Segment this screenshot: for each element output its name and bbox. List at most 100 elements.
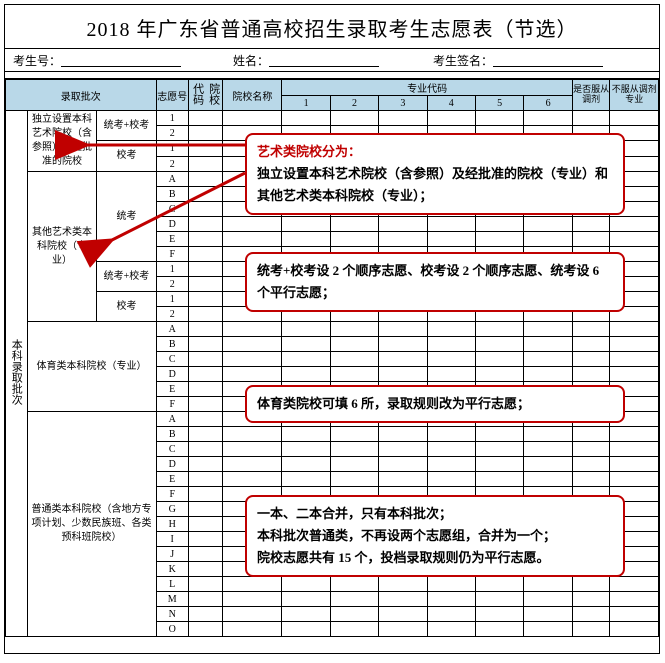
data-cell[interactable]: [188, 547, 222, 562]
data-cell[interactable]: [330, 367, 378, 382]
data-cell[interactable]: [524, 352, 572, 367]
data-cell[interactable]: [330, 217, 378, 232]
data-cell[interactable]: [610, 607, 659, 622]
data-cell[interactable]: [188, 262, 222, 277]
data-cell[interactable]: [524, 232, 572, 247]
data-cell[interactable]: [475, 232, 523, 247]
data-cell[interactable]: [524, 607, 572, 622]
data-cell[interactable]: [524, 337, 572, 352]
data-cell[interactable]: [223, 472, 282, 487]
data-cell[interactable]: [475, 472, 523, 487]
data-cell[interactable]: [572, 217, 610, 232]
data-cell[interactable]: [188, 472, 222, 487]
data-cell[interactable]: [282, 217, 330, 232]
data-cell[interactable]: [330, 427, 378, 442]
data-cell[interactable]: [475, 592, 523, 607]
data-cell[interactable]: [610, 577, 659, 592]
data-cell[interactable]: [610, 457, 659, 472]
sign-field[interactable]: [493, 53, 603, 67]
data-cell[interactable]: [282, 577, 330, 592]
data-cell[interactable]: [610, 111, 659, 126]
data-cell[interactable]: [282, 442, 330, 457]
data-cell[interactable]: [188, 442, 222, 457]
data-cell[interactable]: [427, 232, 475, 247]
data-cell[interactable]: [524, 577, 572, 592]
data-cell[interactable]: [610, 352, 659, 367]
data-cell[interactable]: [427, 622, 475, 637]
data-cell[interactable]: [188, 487, 222, 502]
data-cell[interactable]: [572, 337, 610, 352]
data-cell[interactable]: [475, 457, 523, 472]
data-cell[interactable]: [282, 367, 330, 382]
data-cell[interactable]: [330, 352, 378, 367]
data-cell[interactable]: [330, 622, 378, 637]
data-cell[interactable]: [188, 337, 222, 352]
data-cell[interactable]: [379, 322, 427, 337]
data-cell[interactable]: [427, 322, 475, 337]
data-cell[interactable]: [188, 172, 222, 187]
data-cell[interactable]: [223, 352, 282, 367]
data-cell[interactable]: [427, 577, 475, 592]
data-cell[interactable]: [223, 607, 282, 622]
data-cell[interactable]: [188, 307, 222, 322]
data-cell[interactable]: [427, 427, 475, 442]
data-cell[interactable]: [475, 111, 523, 126]
data-cell[interactable]: [610, 232, 659, 247]
data-cell[interactable]: [330, 111, 378, 126]
data-cell[interactable]: [330, 592, 378, 607]
data-cell[interactable]: [282, 111, 330, 126]
data-cell[interactable]: [188, 187, 222, 202]
data-cell[interactable]: [427, 442, 475, 457]
data-cell[interactable]: [282, 352, 330, 367]
data-cell[interactable]: [282, 592, 330, 607]
data-cell[interactable]: [188, 577, 222, 592]
data-cell[interactable]: [330, 337, 378, 352]
data-cell[interactable]: [427, 337, 475, 352]
data-cell[interactable]: [330, 577, 378, 592]
data-cell[interactable]: [379, 111, 427, 126]
data-cell[interactable]: [223, 592, 282, 607]
data-cell[interactable]: [572, 111, 610, 126]
data-cell[interactable]: [188, 622, 222, 637]
data-cell[interactable]: [330, 472, 378, 487]
data-cell[interactable]: [188, 517, 222, 532]
data-cell[interactable]: [427, 352, 475, 367]
data-cell[interactable]: [188, 292, 222, 307]
data-cell[interactable]: [282, 607, 330, 622]
data-cell[interactable]: [379, 622, 427, 637]
data-cell[interactable]: [379, 457, 427, 472]
data-cell[interactable]: [188, 382, 222, 397]
data-cell[interactable]: [188, 352, 222, 367]
data-cell[interactable]: [188, 126, 222, 141]
data-cell[interactable]: [524, 427, 572, 442]
data-cell[interactable]: [610, 322, 659, 337]
data-cell[interactable]: [475, 427, 523, 442]
data-cell[interactable]: [475, 337, 523, 352]
data-cell[interactable]: [223, 442, 282, 457]
data-cell[interactable]: [572, 232, 610, 247]
data-cell[interactable]: [282, 232, 330, 247]
data-cell[interactable]: [188, 457, 222, 472]
data-cell[interactable]: [188, 397, 222, 412]
data-cell[interactable]: [379, 232, 427, 247]
data-cell[interactable]: [330, 457, 378, 472]
data-cell[interactable]: [223, 427, 282, 442]
data-cell[interactable]: [379, 337, 427, 352]
data-cell[interactable]: [282, 322, 330, 337]
data-cell[interactable]: [188, 607, 222, 622]
data-cell[interactable]: [282, 427, 330, 442]
data-cell[interactable]: [572, 592, 610, 607]
data-cell[interactable]: [379, 217, 427, 232]
data-cell[interactable]: [188, 217, 222, 232]
data-cell[interactable]: [223, 217, 282, 232]
data-cell[interactable]: [188, 427, 222, 442]
data-cell[interactable]: [330, 322, 378, 337]
data-cell[interactable]: [223, 367, 282, 382]
data-cell[interactable]: [610, 367, 659, 382]
data-cell[interactable]: [223, 111, 282, 126]
data-cell[interactable]: [223, 577, 282, 592]
data-cell[interactable]: [188, 232, 222, 247]
data-cell[interactable]: [188, 111, 222, 126]
data-cell[interactable]: [610, 442, 659, 457]
data-cell[interactable]: [188, 532, 222, 547]
